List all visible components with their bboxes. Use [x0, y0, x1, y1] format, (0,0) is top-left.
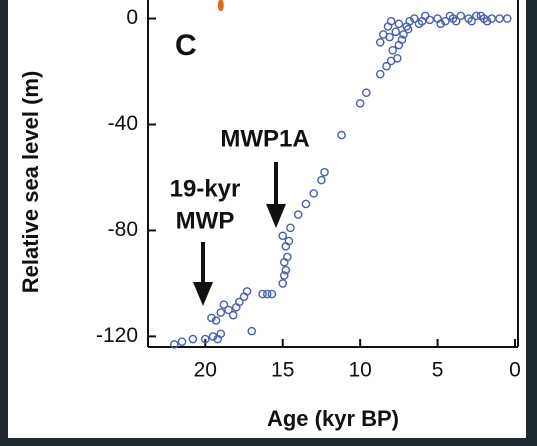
data-point: [388, 46, 397, 55]
data-point: [200, 334, 210, 344]
arrow: [266, 162, 286, 228]
data-point: [482, 16, 492, 26]
data-point: [279, 271, 289, 280]
y-tick-label: -40: [108, 112, 138, 135]
y-tick-label: -120: [96, 324, 138, 347]
data-point: [317, 175, 326, 185]
data-point: [382, 61, 391, 71]
panel-letter: C: [175, 29, 197, 62]
panel: [8, 0, 526, 438]
data-point: [293, 210, 303, 219]
data-point: [375, 38, 385, 47]
data-point: [219, 300, 229, 309]
data-point: [399, 30, 408, 39]
y-axis-label: Relative sea level (m): [18, 71, 43, 294]
x-tick-label: 20: [194, 359, 217, 382]
data-point: [262, 289, 272, 299]
data-point: [405, 16, 415, 26]
data-point: [397, 35, 407, 45]
data-point: [385, 32, 394, 42]
data-point: [362, 88, 371, 98]
data-point: [337, 130, 346, 140]
data-point: [247, 326, 257, 336]
data-point: [284, 236, 294, 246]
data-point: [391, 27, 401, 37]
data-point: [393, 53, 402, 63]
data-point: [301, 199, 311, 209]
annotation: MWP1A: [220, 125, 309, 152]
x-axis-label: Age (kyr BP): [267, 406, 399, 431]
data-point: [281, 265, 291, 275]
data-point: [467, 16, 476, 26]
data-point: [476, 11, 486, 21]
x-tick-label: 15: [271, 359, 294, 382]
data-point: [207, 313, 216, 323]
x-tick-label: 0: [509, 359, 521, 382]
data-point: [278, 231, 288, 241]
data-point: [211, 316, 221, 325]
data-point: [170, 340, 179, 349]
data-point: [502, 14, 512, 23]
data-point: [394, 19, 404, 29]
x-tick-label: 10: [348, 359, 371, 382]
y-tick-label: 0: [126, 6, 138, 29]
data-point: [456, 11, 466, 21]
data-point: [267, 289, 277, 299]
data-point: [177, 337, 187, 347]
data-point: [283, 252, 292, 262]
data-point: [410, 14, 419, 23]
data-point: [320, 167, 329, 177]
data-point: [216, 329, 226, 339]
x-tick-label: 5: [432, 359, 444, 382]
data-point: [228, 310, 238, 320]
y-tick-label: -80: [108, 218, 138, 241]
arrow: [193, 242, 213, 306]
data-point: [445, 11, 455, 21]
data-point: [436, 19, 445, 29]
data-point: [414, 19, 424, 29]
data-point: [286, 223, 295, 233]
data-point: [420, 11, 430, 21]
data-point: [386, 16, 396, 26]
annotation: 19-kyr: [170, 175, 241, 202]
data-point: [309, 189, 318, 198]
data-point: [208, 332, 218, 341]
data-point: [217, 0, 224, 12]
data-point: [441, 16, 450, 26]
data-point: [235, 297, 244, 307]
data-point: [355, 99, 365, 108]
data-point: [216, 308, 226, 317]
data-point: [278, 279, 288, 288]
data-point: [471, 11, 481, 21]
data-point: [403, 24, 413, 34]
annotation: MWP: [176, 207, 235, 234]
data-point: [451, 16, 461, 26]
data-point: [224, 305, 233, 315]
data-point: [258, 289, 267, 299]
data-point: [375, 69, 385, 79]
data-point: [188, 334, 198, 344]
data-point: [242, 287, 252, 296]
